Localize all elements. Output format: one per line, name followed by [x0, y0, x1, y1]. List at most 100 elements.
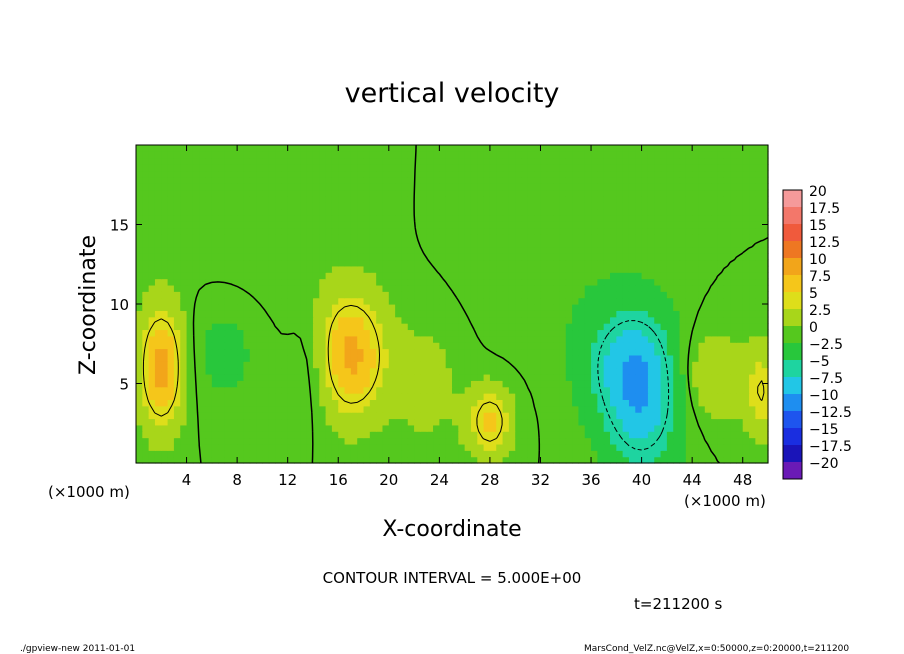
heatmap-cell — [205, 202, 213, 210]
heatmap-cell — [142, 297, 150, 305]
heatmap-cell — [312, 405, 320, 413]
heatmap-cell — [452, 393, 459, 400]
heatmap-cell — [489, 234, 497, 241]
heatmap-cell — [603, 450, 611, 458]
heatmap-cell — [742, 348, 750, 356]
heatmap-cell — [262, 221, 270, 229]
heatmap-cell — [470, 456, 478, 464]
heatmap-cell — [331, 399, 339, 407]
heatmap-cell — [230, 418, 238, 426]
heatmap-cell — [591, 373, 598, 381]
heatmap-cell — [578, 329, 586, 337]
heatmap-cell — [300, 386, 308, 394]
heatmap-cell — [275, 456, 282, 464]
heatmap-cell — [294, 424, 301, 432]
heatmap-cell — [470, 424, 478, 432]
heatmap-cell — [521, 291, 529, 299]
heatmap-cell — [331, 329, 339, 337]
heatmap-cell — [420, 310, 428, 318]
heatmap-cell — [414, 157, 421, 165]
heatmap-cell — [502, 234, 510, 241]
heatmap-cell — [591, 170, 598, 178]
heatmap-cell — [350, 431, 358, 439]
heatmap-cell — [521, 342, 529, 350]
heatmap-cell — [628, 259, 636, 267]
heatmap-cell — [458, 265, 466, 273]
heatmap-cell — [230, 456, 238, 464]
heatmap-cell — [647, 291, 655, 299]
heatmap-cell — [616, 176, 624, 184]
heatmap-cell — [698, 253, 706, 261]
heatmap-cell — [319, 284, 327, 292]
heatmap-cell — [717, 418, 725, 426]
heatmap-cell — [382, 246, 390, 254]
heatmap-cell — [173, 272, 181, 280]
heatmap-cell — [540, 386, 548, 394]
heatmap-cell — [477, 329, 485, 337]
heatmap-cell — [610, 399, 617, 407]
heatmap-cell — [344, 310, 352, 318]
heatmap-cell — [673, 405, 681, 413]
heatmap-cell — [161, 240, 169, 248]
heatmap-cell — [527, 202, 535, 210]
heatmap-cell — [483, 437, 491, 445]
heatmap-cell — [376, 221, 384, 229]
heatmap-cell — [218, 221, 226, 229]
heatmap-cell — [136, 208, 143, 216]
heatmap-cell — [325, 265, 333, 273]
heatmap-cell — [237, 291, 245, 299]
heatmap-cell — [496, 399, 504, 407]
heatmap-cell — [218, 405, 226, 413]
heatmap-cell — [218, 195, 226, 203]
heatmap-cell — [325, 443, 333, 451]
heatmap-cell — [622, 189, 630, 197]
heatmap-cell — [357, 202, 365, 210]
heatmap-cell — [565, 170, 573, 178]
heatmap-cell — [584, 424, 592, 432]
heatmap-cell — [546, 310, 554, 318]
heatmap-cell — [597, 304, 605, 311]
heatmap-cell — [287, 272, 295, 280]
heatmap-cell — [180, 253, 188, 261]
heatmap-cell — [395, 189, 403, 197]
heatmap-cell — [723, 176, 731, 184]
heatmap-cell — [477, 157, 485, 165]
heatmap-cell — [388, 443, 396, 451]
heatmap-cell — [464, 227, 472, 235]
heatmap-cell — [414, 443, 421, 451]
heatmap-cell — [641, 342, 649, 350]
heatmap-cell — [439, 291, 447, 299]
heatmap-cell — [312, 246, 320, 254]
heatmap-cell — [420, 405, 428, 413]
heatmap-cell — [496, 202, 504, 210]
heatmap-cell — [540, 310, 548, 318]
heatmap-cell — [382, 253, 390, 261]
heatmap-cell — [395, 170, 403, 178]
heatmap-cell — [180, 405, 188, 413]
heatmap-cell — [508, 151, 516, 159]
heatmap-cell — [483, 304, 491, 311]
heatmap-cell — [294, 234, 301, 241]
heatmap-cell — [749, 316, 756, 324]
heatmap-cell — [540, 246, 548, 254]
heatmap-cell — [534, 386, 542, 394]
heatmap-cell — [452, 304, 459, 311]
heatmap-cell — [679, 145, 687, 152]
heatmap-cell — [666, 348, 674, 356]
heatmap-cell — [338, 170, 346, 178]
heatmap-cell — [610, 272, 617, 280]
heatmap-cell — [281, 195, 289, 203]
heatmap-cell — [395, 151, 403, 159]
heatmap-cell — [154, 437, 162, 445]
heatmap-cell — [401, 234, 409, 241]
heatmap-cell — [407, 278, 415, 286]
heatmap-cell — [616, 304, 624, 311]
heatmap-cell — [237, 329, 245, 337]
heatmap-cell — [205, 304, 213, 311]
heatmap-cell — [534, 151, 542, 159]
heatmap-cell — [647, 189, 655, 197]
heatmap-cell — [281, 145, 289, 152]
heatmap-cell — [559, 412, 567, 420]
heatmap-cell — [420, 443, 428, 451]
heatmap-cell — [515, 259, 523, 267]
